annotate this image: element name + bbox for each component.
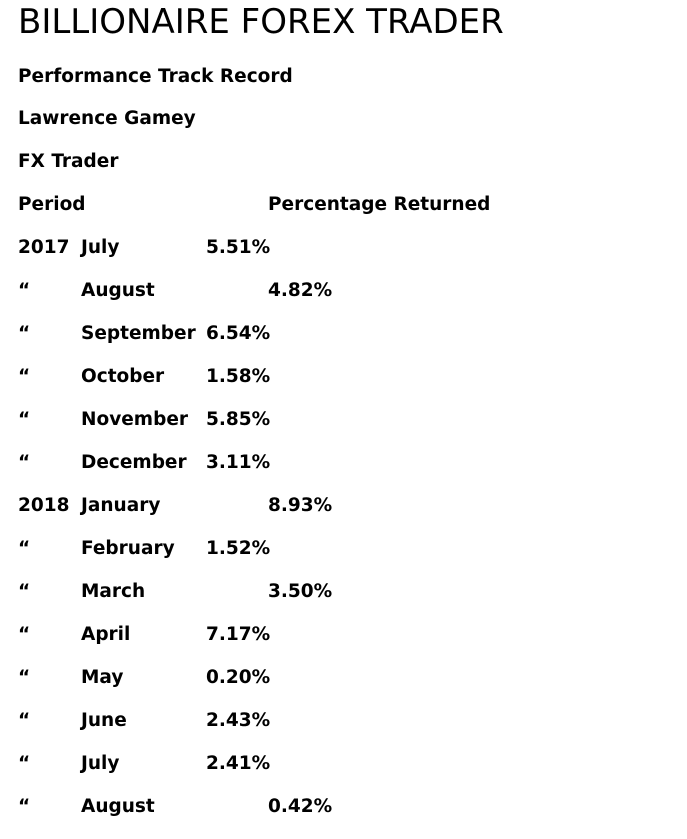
- row-percentage: 0.42%: [268, 796, 333, 817]
- row-percentage: 2.41%: [206, 753, 271, 774]
- table-row: “ March 3.50%: [0, 581, 687, 624]
- row-percentage: 7.17%: [206, 624, 271, 645]
- row-percentage: 3.50%: [268, 581, 333, 602]
- row-percentage: 4.82%: [268, 280, 333, 301]
- row-month: August: [81, 796, 155, 817]
- table-row: “ August 4.82%: [0, 280, 687, 323]
- row-year: “: [18, 323, 31, 344]
- row-percentage: 1.58%: [206, 366, 271, 387]
- table-row: “ September 6.54%: [0, 323, 687, 366]
- row-month: September: [81, 323, 196, 344]
- trader-role: FX Trader: [18, 151, 119, 172]
- row-month: February: [81, 538, 175, 559]
- row-year: “: [18, 452, 31, 473]
- table-row: “ December 3.11%: [0, 452, 687, 495]
- row-percentage: 0.20%: [206, 667, 271, 688]
- row-year: “: [18, 581, 31, 602]
- row-year: “: [18, 409, 31, 430]
- row-year: “: [18, 796, 31, 817]
- table-row: “ October 1.58%: [0, 366, 687, 409]
- performance-table: 2017 July 5.51% “ August 4.82% “ September 6.54%…: [0, 237, 687, 839]
- page-title: BILLIONAIRE FOREX TRADER: [18, 2, 504, 42]
- row-year: “: [18, 667, 31, 688]
- document-page: BILLIONAIRE FOREX TRADER Performance Tra…: [0, 2, 687, 817]
- row-month: August: [81, 280, 155, 301]
- row-month: March: [81, 581, 146, 602]
- row-percentage: 3.11%: [206, 452, 271, 473]
- row-month: December: [81, 452, 187, 473]
- row-year: 2018: [18, 495, 70, 516]
- row-month: November: [81, 409, 188, 430]
- header-period: Period: [18, 194, 86, 215]
- table-row: “ November 5.85%: [0, 409, 687, 452]
- table-row: 2018 January 8.93%: [0, 495, 687, 538]
- row-month: July: [81, 237, 120, 258]
- trader-name: Lawrence Gamey: [18, 108, 196, 129]
- row-year: “: [18, 538, 31, 559]
- subtitle: Performance Track Record: [18, 66, 293, 87]
- row-year: “: [18, 710, 31, 731]
- table-row: “ May 0.20%: [0, 667, 687, 710]
- row-percentage: 6.54%: [206, 323, 271, 344]
- table-row: “ June 2.43%: [0, 710, 687, 753]
- table-row: 2017 July 5.51%: [0, 237, 687, 280]
- row-year: “: [18, 753, 31, 774]
- row-month: July: [81, 753, 120, 774]
- row-year: “: [18, 280, 31, 301]
- row-percentage: 5.85%: [206, 409, 271, 430]
- row-month: October: [81, 366, 165, 387]
- row-year: “: [18, 624, 31, 645]
- row-month: January: [81, 495, 161, 516]
- table-header: Period Percentage Returned: [0, 194, 687, 216]
- row-month: June: [81, 710, 127, 731]
- row-month: May: [81, 667, 124, 688]
- table-row: “ February 1.52%: [0, 538, 687, 581]
- row-month: April: [81, 624, 131, 645]
- row-percentage: 8.93%: [268, 495, 333, 516]
- row-year: “: [18, 366, 31, 387]
- row-year: 2017: [18, 237, 70, 258]
- table-row: “ July 2.41%: [0, 753, 687, 796]
- table-row: “ April 7.17%: [0, 624, 687, 667]
- header-percentage: Percentage Returned: [268, 194, 491, 215]
- row-percentage: 2.43%: [206, 710, 271, 731]
- row-percentage: 1.52%: [206, 538, 271, 559]
- table-row: “ August 0.42%: [0, 796, 687, 839]
- row-percentage: 5.51%: [206, 237, 271, 258]
